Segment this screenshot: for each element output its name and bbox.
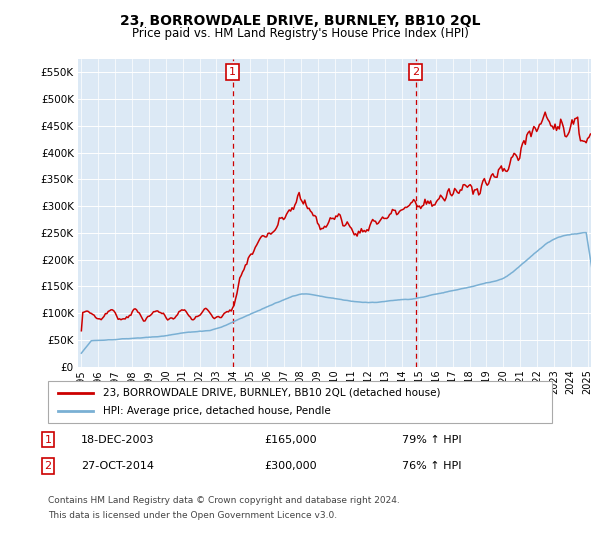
Text: 23, BORROWDALE DRIVE, BURNLEY, BB10 2QL: 23, BORROWDALE DRIVE, BURNLEY, BB10 2QL — [120, 14, 480, 28]
Text: 27-OCT-2014: 27-OCT-2014 — [81, 461, 154, 471]
Text: 76% ↑ HPI: 76% ↑ HPI — [402, 461, 461, 471]
Text: 2: 2 — [412, 67, 419, 77]
Text: 2: 2 — [44, 461, 52, 471]
Text: £165,000: £165,000 — [264, 435, 317, 445]
Text: 18-DEC-2003: 18-DEC-2003 — [81, 435, 155, 445]
Text: Price paid vs. HM Land Registry's House Price Index (HPI): Price paid vs. HM Land Registry's House … — [131, 27, 469, 40]
Text: 1: 1 — [229, 67, 236, 77]
FancyBboxPatch shape — [48, 381, 552, 423]
Text: 1: 1 — [44, 435, 52, 445]
Text: 23, BORROWDALE DRIVE, BURNLEY, BB10 2QL (detached house): 23, BORROWDALE DRIVE, BURNLEY, BB10 2QL … — [103, 388, 441, 398]
Text: HPI: Average price, detached house, Pendle: HPI: Average price, detached house, Pend… — [103, 406, 331, 416]
Text: 79% ↑ HPI: 79% ↑ HPI — [402, 435, 461, 445]
Text: Contains HM Land Registry data © Crown copyright and database right 2024.: Contains HM Land Registry data © Crown c… — [48, 496, 400, 505]
Text: £300,000: £300,000 — [264, 461, 317, 471]
Text: This data is licensed under the Open Government Licence v3.0.: This data is licensed under the Open Gov… — [48, 511, 337, 520]
